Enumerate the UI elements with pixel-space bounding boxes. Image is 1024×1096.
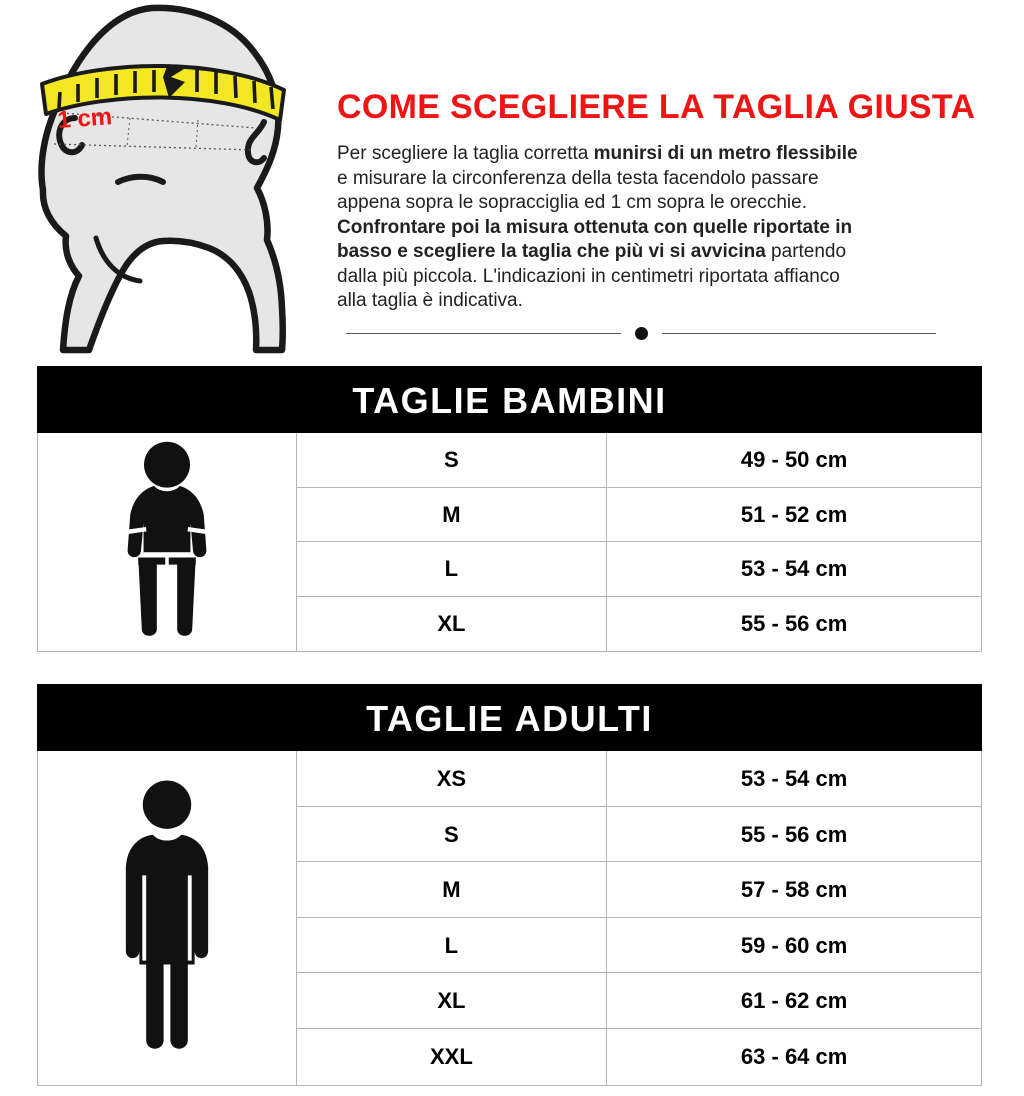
svg-text:1 cm: 1 cm bbox=[57, 103, 113, 134]
